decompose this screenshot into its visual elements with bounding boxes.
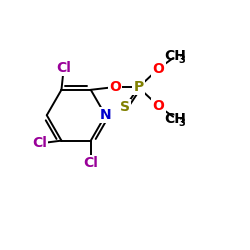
Text: N: N — [100, 108, 111, 122]
Text: O: O — [152, 62, 164, 76]
Text: P: P — [133, 80, 143, 94]
Text: O: O — [152, 99, 164, 113]
Text: S: S — [120, 100, 130, 114]
Text: O: O — [109, 80, 121, 94]
Text: Cl: Cl — [32, 136, 47, 150]
Text: CH: CH — [165, 112, 186, 126]
Text: 3: 3 — [179, 118, 186, 128]
Text: CH: CH — [165, 48, 186, 62]
Text: Cl: Cl — [56, 61, 71, 75]
Text: 3: 3 — [179, 55, 186, 65]
Text: Cl: Cl — [83, 156, 98, 170]
